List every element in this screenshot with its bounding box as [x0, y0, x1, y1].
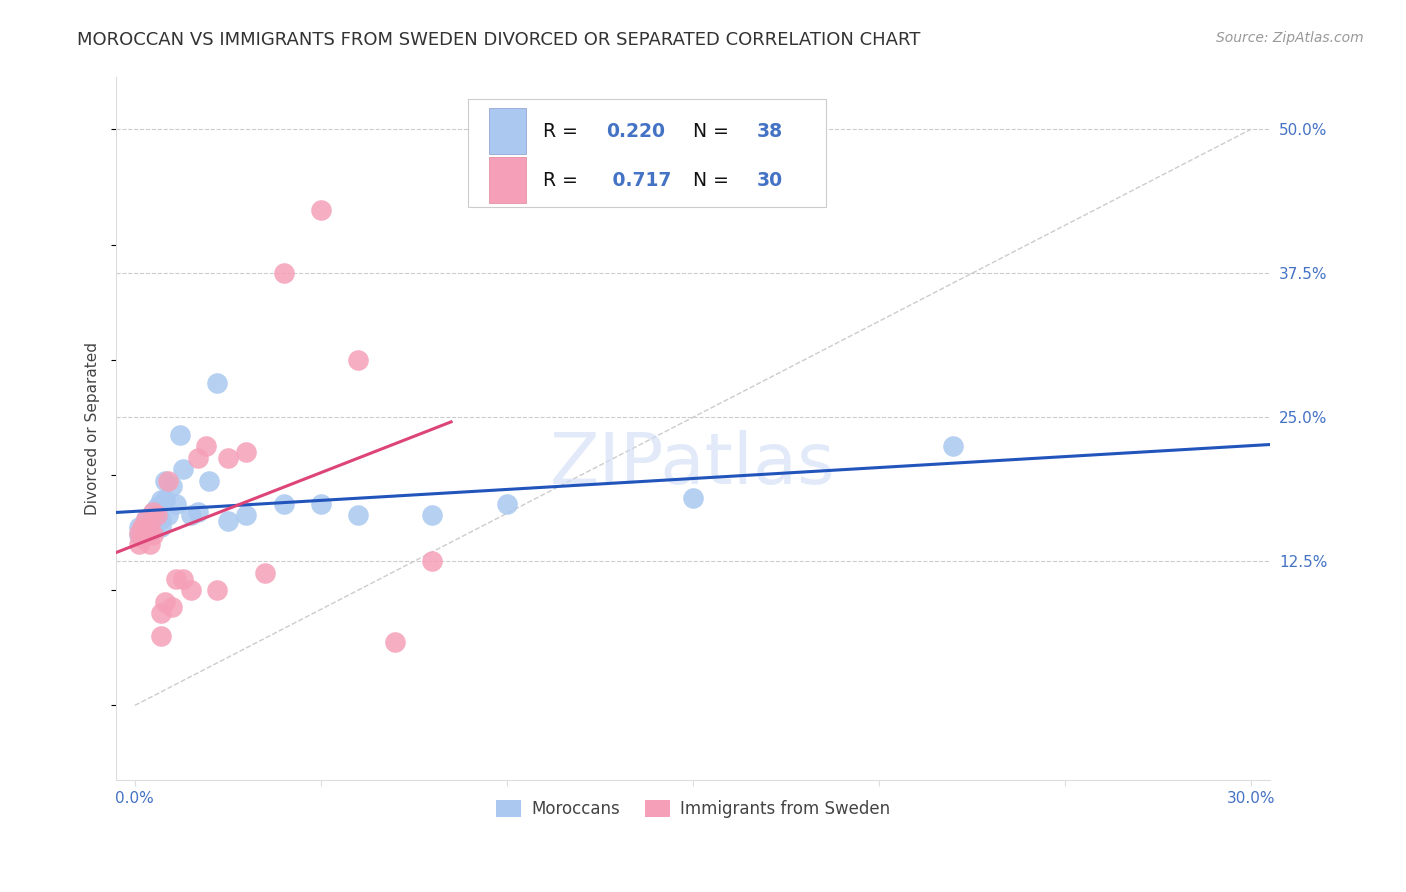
Point: [139, 512, 162, 526]
Y-axis label: Divorced or Separated: Divorced or Separated: [86, 343, 100, 516]
Point: [235, 508, 257, 523]
Point: [165, 572, 187, 586]
Point: [172, 572, 194, 586]
Point: [142, 505, 165, 519]
Point: [146, 508, 169, 523]
Text: MOROCCAN VS IMMIGRANTS FROM SWEDEN DIVORCED OR SEPARATED CORRELATION CHART: MOROCCAN VS IMMIGRANTS FROM SWEDEN DIVOR…: [77, 31, 921, 49]
Point: [128, 528, 150, 542]
FancyBboxPatch shape: [489, 157, 526, 203]
Point: [135, 528, 157, 542]
Point: [135, 512, 157, 526]
Text: R =: R =: [543, 170, 583, 190]
Point: [128, 537, 150, 551]
Point: [160, 600, 183, 615]
Point: [146, 508, 169, 523]
Text: 0.220: 0.220: [606, 121, 665, 141]
Point: [131, 528, 153, 542]
Point: [942, 439, 965, 453]
Point: [160, 479, 183, 493]
Point: [217, 514, 239, 528]
FancyBboxPatch shape: [489, 108, 526, 154]
Point: [139, 537, 162, 551]
Point: [131, 532, 153, 546]
Point: [142, 505, 165, 519]
Point: [422, 554, 444, 568]
Point: [131, 520, 153, 534]
Text: N =: N =: [693, 170, 735, 190]
Point: [146, 500, 169, 515]
Point: [149, 520, 172, 534]
Point: [273, 497, 295, 511]
Point: [254, 566, 277, 580]
Text: ZIPatlas: ZIPatlas: [550, 430, 835, 499]
Point: [128, 520, 150, 534]
Point: [205, 376, 228, 390]
Point: [142, 528, 165, 542]
Point: [139, 525, 162, 540]
Text: 38: 38: [756, 121, 783, 141]
Point: [128, 525, 150, 540]
Text: 30: 30: [756, 170, 783, 190]
Point: [169, 427, 191, 442]
Point: [309, 202, 332, 217]
Point: [235, 445, 257, 459]
FancyBboxPatch shape: [468, 98, 825, 208]
Point: [187, 505, 209, 519]
Point: [149, 606, 172, 620]
Point: [153, 474, 176, 488]
Point: [422, 508, 444, 523]
Point: [309, 497, 332, 511]
Text: R =: R =: [543, 121, 583, 141]
Point: [142, 514, 165, 528]
Legend: Moroccans, Immigrants from Sweden: Moroccans, Immigrants from Sweden: [489, 793, 897, 825]
Point: [131, 523, 153, 537]
Point: [682, 491, 704, 505]
Point: [153, 595, 176, 609]
Point: [205, 583, 228, 598]
Text: N =: N =: [693, 121, 735, 141]
Point: [217, 450, 239, 465]
Point: [139, 517, 162, 532]
Point: [347, 508, 370, 523]
Point: [135, 520, 157, 534]
Point: [187, 450, 209, 465]
Point: [180, 508, 202, 523]
Point: [157, 474, 180, 488]
Text: 0.717: 0.717: [606, 170, 672, 190]
Point: [149, 512, 172, 526]
Point: [198, 474, 221, 488]
Point: [149, 493, 172, 508]
Point: [194, 439, 217, 453]
Point: [172, 462, 194, 476]
Point: [273, 266, 295, 280]
Point: [135, 512, 157, 526]
Point: [347, 352, 370, 367]
Point: [142, 523, 165, 537]
Point: [149, 629, 172, 643]
Point: [496, 497, 519, 511]
Point: [157, 508, 180, 523]
Point: [384, 635, 406, 649]
Text: Source: ZipAtlas.com: Source: ZipAtlas.com: [1216, 31, 1364, 45]
Point: [180, 583, 202, 598]
Point: [153, 493, 176, 508]
Point: [165, 497, 187, 511]
Point: [135, 528, 157, 542]
Point: [139, 520, 162, 534]
